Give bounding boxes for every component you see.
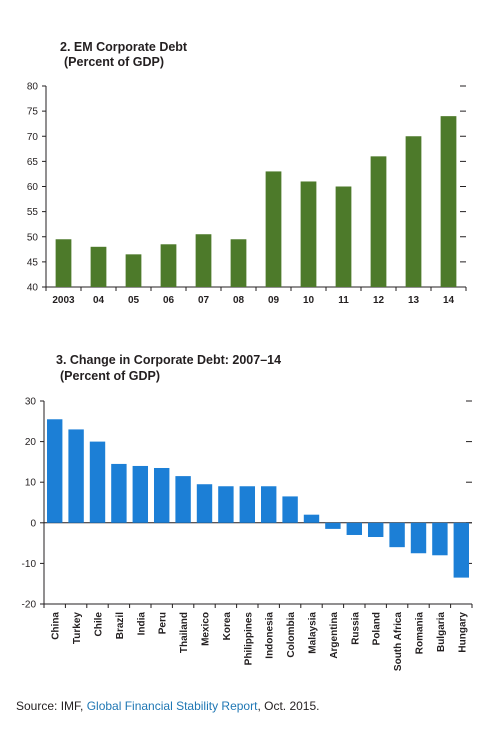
bar	[195, 234, 212, 287]
bar	[389, 522, 405, 548]
x-tick-label: 14	[443, 295, 455, 306]
bar	[303, 514, 320, 523]
y-tick-label: 20	[25, 437, 37, 448]
x-tick-label: Indonesia	[265, 612, 276, 659]
x-tick-label: Hungary	[457, 612, 468, 653]
bar	[440, 116, 457, 288]
source-note: Source: IMF, Global Financial Stability …	[16, 699, 319, 713]
chart2-title: 3. Change in Corporate Debt: 2007–14	[56, 353, 281, 367]
chart2-subtitle: (Percent of GDP)	[60, 369, 160, 383]
x-tick-label: Korea	[222, 612, 233, 641]
x-tick-label: Philippines	[243, 612, 254, 666]
bar	[90, 246, 107, 287]
bar	[153, 467, 170, 523]
source-prefix: Source: IMF,	[16, 699, 87, 713]
x-tick-label: China	[51, 612, 62, 640]
chart-em-corporate-debt: 2. EM Corporate Debt (Percent of GDP) 40…	[27, 40, 467, 307]
y-tick-label: 75	[27, 107, 39, 118]
y-tick-label: 0	[30, 518, 36, 529]
chart2-bars	[46, 419, 470, 578]
x-tick-label: 05	[128, 295, 140, 306]
chart1-tick-labels: 40 45 50 55 60 65 70 75 80 2003 04 05 06 07 08 09 10 11 12…	[27, 82, 455, 307]
bar	[282, 496, 298, 523]
source-report-link[interactable]: Global Financial Stability Report	[86, 699, 258, 713]
bar	[265, 171, 282, 287]
bar	[260, 486, 277, 523]
x-tick-label: Brazil	[115, 612, 126, 639]
x-tick-label: Romania	[415, 612, 426, 655]
bar	[111, 463, 127, 523]
x-tick-label: India	[136, 612, 147, 636]
bar	[89, 441, 106, 523]
x-tick-label: 13	[408, 295, 420, 306]
bar	[453, 522, 470, 578]
x-tick-label: 2003	[52, 295, 75, 306]
y-tick-label: 10	[25, 478, 37, 489]
chart1-subtitle: (Percent of GDP)	[64, 55, 164, 69]
source-suffix: , Oct. 2015.	[257, 699, 320, 713]
x-tick-label: 10	[303, 295, 315, 306]
y-tick-label: 70	[27, 132, 39, 143]
chart2-tick-labels: -20 -10 0 10 20 30 China Turkey Chile Brazil India…	[22, 397, 469, 672]
chart1-title: 2. EM Corporate Debt	[60, 40, 188, 54]
bar	[125, 254, 142, 287]
y-tick-label: 50	[27, 232, 39, 243]
y-tick-label: 60	[27, 182, 39, 193]
x-tick-label: Bulgaria	[436, 612, 447, 652]
y-tick-label: 45	[27, 257, 39, 268]
x-tick-label: Malaysia	[308, 612, 319, 654]
x-tick-label: Turkey	[72, 612, 83, 644]
y-tick-label: 55	[27, 207, 39, 218]
x-tick-label: 12	[373, 295, 385, 306]
bar	[405, 136, 422, 287]
y-tick-label: -20	[22, 600, 37, 611]
x-tick-label: Chile	[94, 612, 105, 637]
y-tick-label: -10	[22, 559, 37, 570]
bar	[300, 181, 317, 287]
bar	[239, 486, 256, 523]
x-tick-label: Russia	[350, 612, 361, 645]
bar	[132, 465, 149, 523]
x-tick-label: Argentina	[329, 612, 340, 659]
bar	[46, 419, 63, 523]
y-tick-label: 40	[27, 283, 39, 294]
figure: 2. EM Corporate Debt (Percent of GDP) 40…	[22, 40, 473, 672]
bar	[68, 429, 84, 523]
bar	[218, 486, 234, 523]
x-tick-label: South Africa	[393, 612, 404, 672]
bar	[175, 476, 191, 523]
chart1-bars	[55, 116, 457, 288]
bar	[432, 522, 448, 556]
x-tick-label: Peru	[158, 612, 169, 634]
chart-change-corporate-debt: 3. Change in Corporate Debt: 2007–14 (Pe…	[22, 353, 473, 672]
bar	[196, 484, 213, 523]
x-tick-label: 09	[268, 295, 280, 306]
x-tick-label: 06	[163, 295, 175, 306]
x-tick-label: 11	[338, 295, 349, 306]
bar	[325, 522, 341, 529]
x-tick-label: Mexico	[201, 612, 212, 646]
y-tick-label: 30	[25, 397, 37, 408]
bar	[367, 522, 384, 538]
bar	[346, 522, 363, 535]
bar	[370, 156, 387, 287]
bar	[230, 239, 247, 287]
x-tick-label: Poland	[372, 612, 383, 645]
bar	[410, 522, 427, 554]
y-tick-label: 80	[27, 82, 39, 93]
bar	[335, 186, 352, 287]
bar	[160, 244, 177, 287]
y-tick-label: 65	[27, 157, 39, 168]
chart1-axes	[42, 85, 467, 291]
bar	[55, 239, 72, 287]
x-tick-label: Colombia	[286, 612, 297, 658]
x-tick-label: 04	[93, 295, 105, 306]
x-tick-label: 08	[233, 295, 245, 306]
x-tick-label: Thailand	[179, 612, 190, 653]
x-tick-label: 07	[198, 295, 210, 306]
